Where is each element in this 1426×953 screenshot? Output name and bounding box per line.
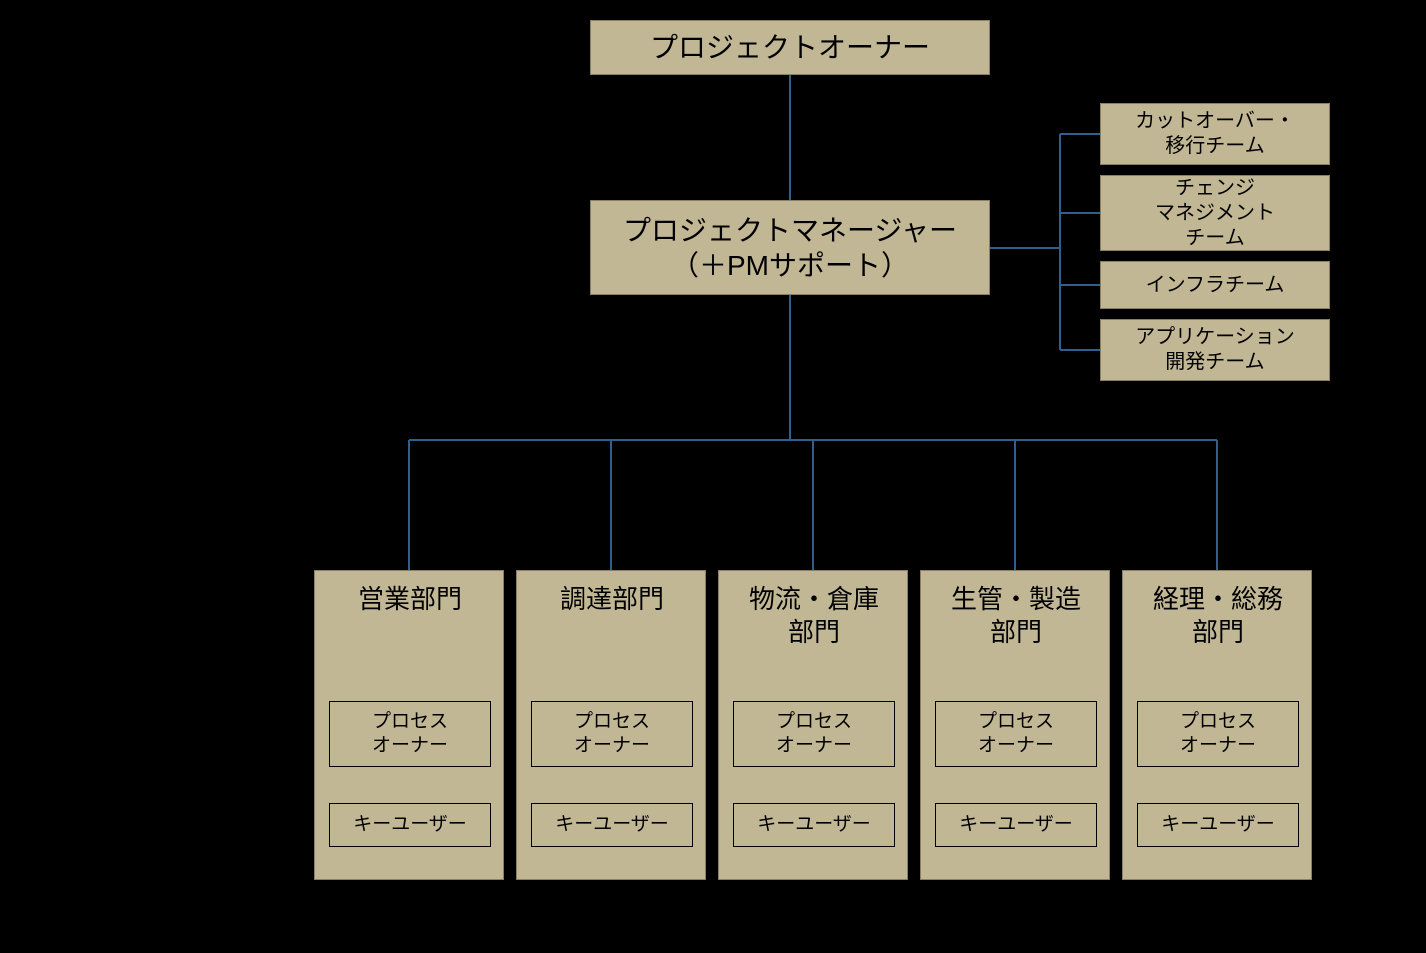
department-title: 調達部門 [517, 583, 707, 673]
department-box: 生管・製造 部門プロセス オーナーキーユーザー [920, 570, 1110, 880]
side-team-box: カットオーバー・ 移行チーム [1100, 103, 1330, 165]
side-team-box: チェンジ マネジメント チーム [1100, 175, 1330, 251]
process-owner-box: プロセス オーナー [329, 701, 491, 767]
department-box: 物流・倉庫 部門プロセス オーナーキーユーザー [718, 570, 908, 880]
department-box: 営業部門プロセス オーナーキーユーザー [314, 570, 504, 880]
process-owner-box: プロセス オーナー [733, 701, 895, 767]
department-box: 調達部門プロセス オーナーキーユーザー [516, 570, 706, 880]
department-title: 物流・倉庫 部門 [719, 583, 909, 673]
side-team-box: インフラチーム [1100, 261, 1330, 309]
key-user-box: キーユーザー [531, 803, 693, 847]
side-team-box: アプリケーション 開発チーム [1100, 319, 1330, 381]
process-owner-box: プロセス オーナー [531, 701, 693, 767]
department-title: 経理・総務 部門 [1123, 583, 1313, 673]
project-owner-box: プロジェクトオーナー [590, 20, 990, 75]
process-owner-box: プロセス オーナー [1137, 701, 1299, 767]
key-user-box: キーユーザー [935, 803, 1097, 847]
key-user-box: キーユーザー [1137, 803, 1299, 847]
department-box: 経理・総務 部門プロセス オーナーキーユーザー [1122, 570, 1312, 880]
project-manager-box: プロジェクトマネージャー （＋PMサポート） [590, 200, 990, 295]
key-user-box: キーユーザー [733, 803, 895, 847]
process-owner-box: プロセス オーナー [935, 701, 1097, 767]
org-chart-canvas: プロジェクトオーナープロジェクトマネージャー （＋PMサポート） カットオーバー・… [0, 0, 1426, 953]
department-title: 生管・製造 部門 [921, 583, 1111, 673]
key-user-box: キーユーザー [329, 803, 491, 847]
department-title: 営業部門 [315, 583, 505, 673]
